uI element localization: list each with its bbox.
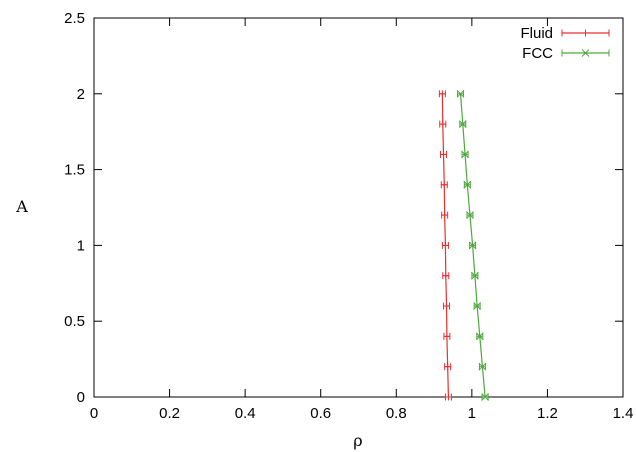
x-tick-label: 0 [90,405,98,422]
y-axis: 0 0.5 1 1.5 2 2.5 [64,10,623,406]
marker-d2 [468,241,477,250]
x-tick-label: 0.4 [235,405,256,422]
series-fcc [456,89,489,401]
x-tick-label: 1 [468,405,476,422]
marker-d2 [481,393,489,401]
data-point-fluid [443,332,451,340]
data-point-fcc [463,180,472,189]
y-tick-label: 0 [77,389,85,406]
data-point-fluid [443,302,451,310]
legend-marker-d2 [581,49,590,57]
data-point-fluid [439,120,447,128]
y-axis-label: A [15,197,28,216]
data-point-fcc [481,393,489,401]
x-axis: 0 0.2 0.4 0.6 0.8 1 1.2 1.4 [90,18,634,422]
data-point-fluid [438,90,446,98]
data-point-fcc [475,332,484,341]
data-point-fluid [441,211,449,219]
x-tick-label: 0.6 [310,405,331,422]
data-point-fluid [444,393,452,401]
data-point-fcc [471,271,479,280]
legend-label-fluid: Fluid [520,25,553,42]
marker-d2 [461,150,469,159]
legend: Fluid FCC [520,25,610,62]
marker-d2 [456,89,465,98]
y-tick-label: 0.5 [64,313,85,330]
x-axis-label: ρ [353,431,362,450]
data-point-fcc [466,211,474,219]
marker-d2 [466,211,474,219]
legend-sample-fluid [561,29,610,37]
marker-d2 [473,302,482,310]
data-point-fluid [440,150,448,158]
data-point-fcc [456,89,465,98]
legend-sample-fcc [561,49,610,57]
series-layer [438,89,489,401]
y-tick-label: 2 [77,86,85,103]
data-point-fcc [468,241,477,250]
marker-d2 [475,332,484,341]
series-fluid [438,90,452,401]
plot-frame [93,17,624,398]
marker-d2 [478,362,487,371]
x-tick-label: 1.4 [613,405,634,422]
data-point-fcc [478,362,487,371]
data-point-fcc [461,150,469,159]
legend-label-fcc: FCC [522,45,553,62]
y-tick-label: 2.5 [64,10,85,27]
x-tick-label: 0.8 [386,405,407,422]
data-point-fcc [473,302,482,310]
x-tick-label: 0.2 [159,405,180,422]
data-point-fluid [441,241,449,249]
data-point-fluid [440,181,448,189]
data-point-fluid [444,363,452,371]
y-tick-label: 1 [77,237,85,254]
data-point-fcc [458,120,467,128]
marker-d2 [458,120,467,128]
x-tick-label: 1.2 [537,405,558,422]
marker-d2 [463,180,472,189]
data-point-fluid [442,272,450,280]
marker-d2 [471,271,479,280]
y-tick-label: 1.5 [64,162,85,179]
